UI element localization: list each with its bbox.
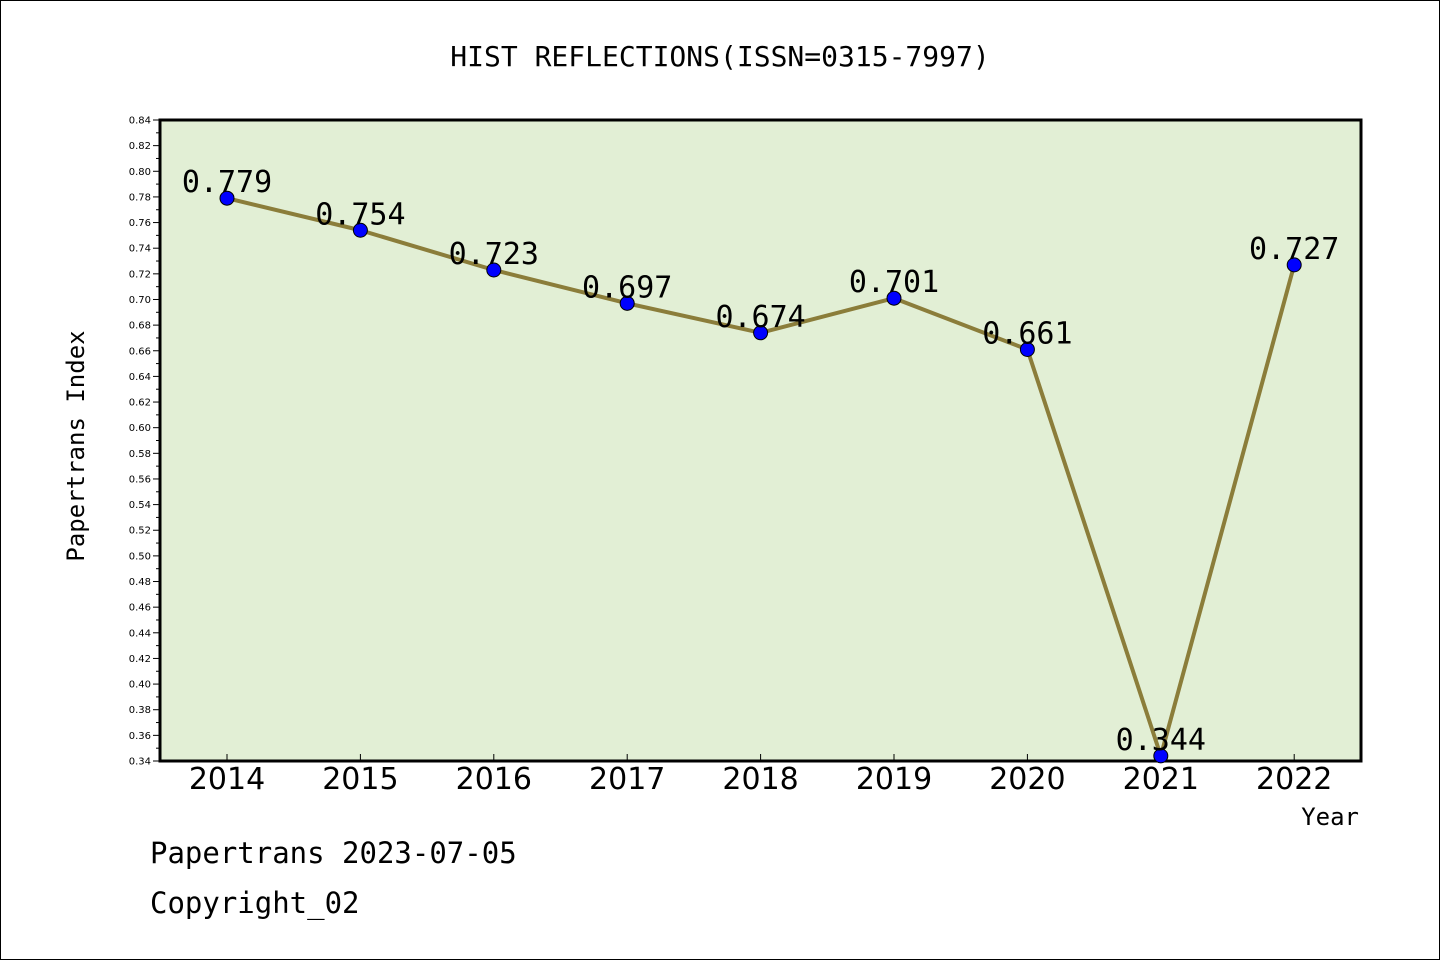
y-tick-label: 0.44 [129,628,151,639]
x-tick-label: 2014 [189,762,265,797]
y-tick-label: 0.82 [129,141,151,152]
x-tick-label: 2021 [1123,762,1199,797]
y-tick-label: 0.48 [129,577,151,588]
y-tick-label: 0.46 [129,603,151,614]
data-labels: 0.779 0.754 0.723 0.697 0.674 0.701 0.661 0.344… [182,165,1340,758]
data-value-label: 0.754 [315,197,405,232]
y-tick-label: 0.58 [129,449,151,460]
y-tick-label: 0.70 [129,295,151,306]
x-tick-label: 2017 [589,762,665,797]
y-tick-label: 0.66 [129,346,151,357]
y-tick-label: 0.56 [129,474,151,485]
data-value-label: 0.701 [849,265,939,300]
data-point-marker [1153,748,1169,764]
y-tick-label: 0.74 [129,244,151,255]
y-tick-label: 0.68 [129,321,151,332]
y-tick-label: 0.50 [129,551,151,562]
data-point-marker [1019,341,1035,357]
data-value-label: 0.723 [449,237,539,272]
chart-title: HIST REFLECTIONS(ISSN=0315-7997) [450,40,989,73]
x-tick-label: 2020 [989,762,1065,797]
data-point-marker [219,190,235,206]
y-tick-label: 0.36 [129,731,151,742]
footer-date-text: Papertrans 2023-07-05 [150,836,517,870]
x-tick-label: 2015 [322,762,398,797]
data-value-label: 0.344 [1116,723,1206,758]
y-tick-label: 0.64 [129,372,151,383]
y-tick-label: 0.80 [129,167,151,178]
y-tick-label: 0.42 [129,654,151,665]
x-tick-label: 2016 [456,762,532,797]
y-tick-label: 0.84 [129,116,151,127]
data-point-marker [886,290,902,306]
data-point-marker [1286,257,1302,273]
x-tick-label: 2019 [856,762,932,797]
data-value-label: 0.674 [715,300,805,335]
data-value-label: 0.661 [982,316,1072,351]
data-value-label: 0.697 [582,270,672,305]
y-tick-label: 0.78 [129,192,151,203]
y-tick-label: 0.62 [129,398,151,409]
x-axis-ticks: 2014 2015 2016 2017 2018 2019 2020 2021 2022 [189,754,1332,797]
data-value-label: 0.779 [182,165,272,200]
x-tick-label: 2022 [1256,762,1332,797]
y-axis-ticks: 0.34 0.36 0.38 0.40 0.42 0.44 0.46 0.48 0.50 0.52… [129,116,160,768]
y-tick-label: 0.76 [129,218,151,229]
y-tick-label: 0.54 [129,500,151,511]
data-markers [219,190,1302,764]
x-axis-title: Year [1301,803,1359,831]
y-tick-label: 0.72 [129,269,151,280]
y-tick-label: 0.52 [129,526,151,537]
data-point-marker [486,262,502,278]
y-tick-label: 0.40 [129,680,151,691]
data-point-marker [753,325,769,341]
data-point-marker [619,295,635,311]
y-tick-label: 0.34 [129,757,151,768]
y-tick-label: 0.38 [129,705,151,716]
data-point-marker [352,222,368,238]
y-tick-label: 0.60 [129,423,151,434]
x-tick-label: 2018 [722,762,798,797]
y-axis-title: Papertrans Index [62,330,90,561]
data-value-label: 0.727 [1249,232,1339,267]
footer-copyright-text: Copyright_02 [150,886,360,920]
